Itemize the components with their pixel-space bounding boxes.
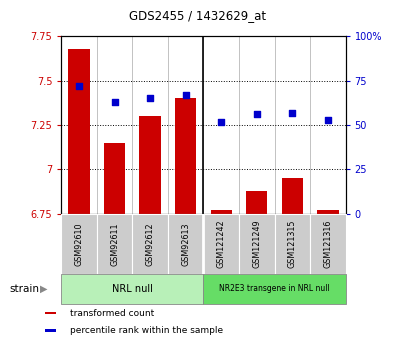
- Point: [254, 112, 260, 117]
- Bar: [203, 274, 346, 304]
- Bar: [97, 214, 132, 274]
- Bar: [211, 210, 232, 214]
- Text: GSM121242: GSM121242: [217, 220, 226, 268]
- Bar: [275, 214, 310, 274]
- Bar: [45, 312, 56, 314]
- Point: [325, 117, 331, 122]
- Bar: [317, 210, 339, 214]
- Bar: [246, 191, 267, 214]
- Text: GSM121249: GSM121249: [252, 220, 261, 268]
- Text: transformed count: transformed count: [70, 309, 154, 318]
- Bar: [139, 116, 161, 214]
- Point: [289, 110, 295, 115]
- Point: [218, 119, 224, 124]
- Point: [147, 96, 153, 101]
- Text: GSM92612: GSM92612: [146, 222, 154, 266]
- Point: [111, 99, 118, 105]
- Text: percentile rank within the sample: percentile rank within the sample: [70, 326, 223, 335]
- Bar: [61, 214, 97, 274]
- Bar: [203, 214, 239, 274]
- Text: strain: strain: [10, 284, 40, 294]
- Bar: [104, 143, 125, 214]
- Text: ▶: ▶: [40, 284, 47, 294]
- Bar: [239, 214, 275, 274]
- Bar: [61, 274, 203, 304]
- Bar: [282, 178, 303, 214]
- Text: NR2E3 transgene in NRL null: NR2E3 transgene in NRL null: [219, 284, 330, 294]
- Bar: [132, 214, 168, 274]
- Point: [76, 83, 82, 89]
- Text: GSM92613: GSM92613: [181, 222, 190, 266]
- Text: GDS2455 / 1432629_at: GDS2455 / 1432629_at: [129, 9, 266, 22]
- Text: NRL null: NRL null: [112, 284, 153, 294]
- Bar: [175, 98, 196, 214]
- Text: GSM92610: GSM92610: [75, 222, 83, 266]
- Text: GSM121315: GSM121315: [288, 220, 297, 268]
- Bar: [68, 49, 90, 214]
- Text: GSM121316: GSM121316: [324, 220, 332, 268]
- Bar: [45, 329, 56, 332]
- Point: [182, 92, 189, 98]
- Bar: [310, 214, 346, 274]
- Text: GSM92611: GSM92611: [110, 222, 119, 266]
- Bar: [168, 214, 203, 274]
